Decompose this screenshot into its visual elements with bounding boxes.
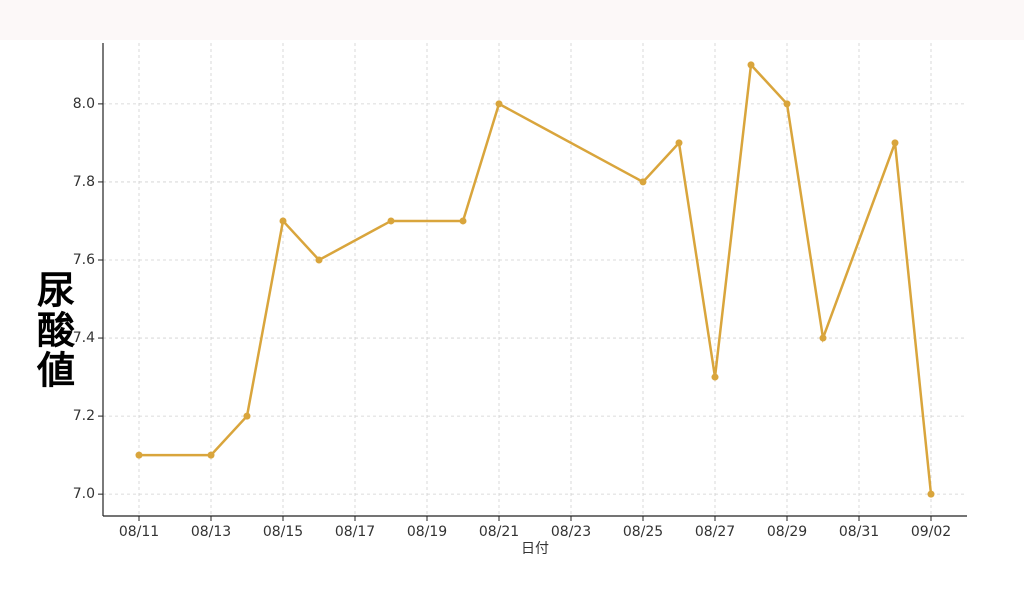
data-point <box>387 217 395 225</box>
x-tick-label: 08/21 <box>479 524 519 540</box>
data-point <box>675 139 683 147</box>
x-tick-label: 08/17 <box>335 524 375 540</box>
x-tick-label: 08/11 <box>119 524 159 540</box>
data-point <box>495 100 503 108</box>
x-tick-label: 08/29 <box>767 524 807 540</box>
y-tick-label: 7.6 <box>73 252 95 268</box>
data-point <box>927 490 935 498</box>
data-point <box>279 217 287 225</box>
y-tick-label: 8.0 <box>73 96 95 112</box>
data-point <box>639 178 647 186</box>
data-point <box>783 100 791 108</box>
data-point <box>747 61 755 69</box>
data-point <box>207 451 215 459</box>
data-point <box>243 412 251 420</box>
data-line <box>139 62 933 495</box>
x-tick-label: 08/19 <box>407 524 447 540</box>
y-tick-label: 7.8 <box>73 174 95 190</box>
x-tick-label: 08/25 <box>623 524 663 540</box>
x-tick-label: 08/27 <box>695 524 735 540</box>
x-tick-label: 08/15 <box>263 524 303 540</box>
top-strip <box>0 0 1024 40</box>
data-point <box>135 451 143 459</box>
x-tick-label: 09/02 <box>911 524 951 540</box>
x-tick-label: 08/31 <box>839 524 879 540</box>
x-tick-label: 08/23 <box>551 524 591 540</box>
x-axis-label: 日付 <box>521 541 549 557</box>
data-point <box>819 334 827 342</box>
y-axis-label: 尿酸値 <box>31 270 76 390</box>
y-tick-label: 7.2 <box>73 408 95 424</box>
y-tick-label: 7.0 <box>73 486 95 502</box>
data-point <box>711 373 719 381</box>
x-tick-label: 08/13 <box>191 524 231 540</box>
data-point <box>891 139 899 147</box>
data-point <box>459 217 467 225</box>
data-point <box>315 256 323 264</box>
y-tick-label: 7.4 <box>73 330 95 346</box>
